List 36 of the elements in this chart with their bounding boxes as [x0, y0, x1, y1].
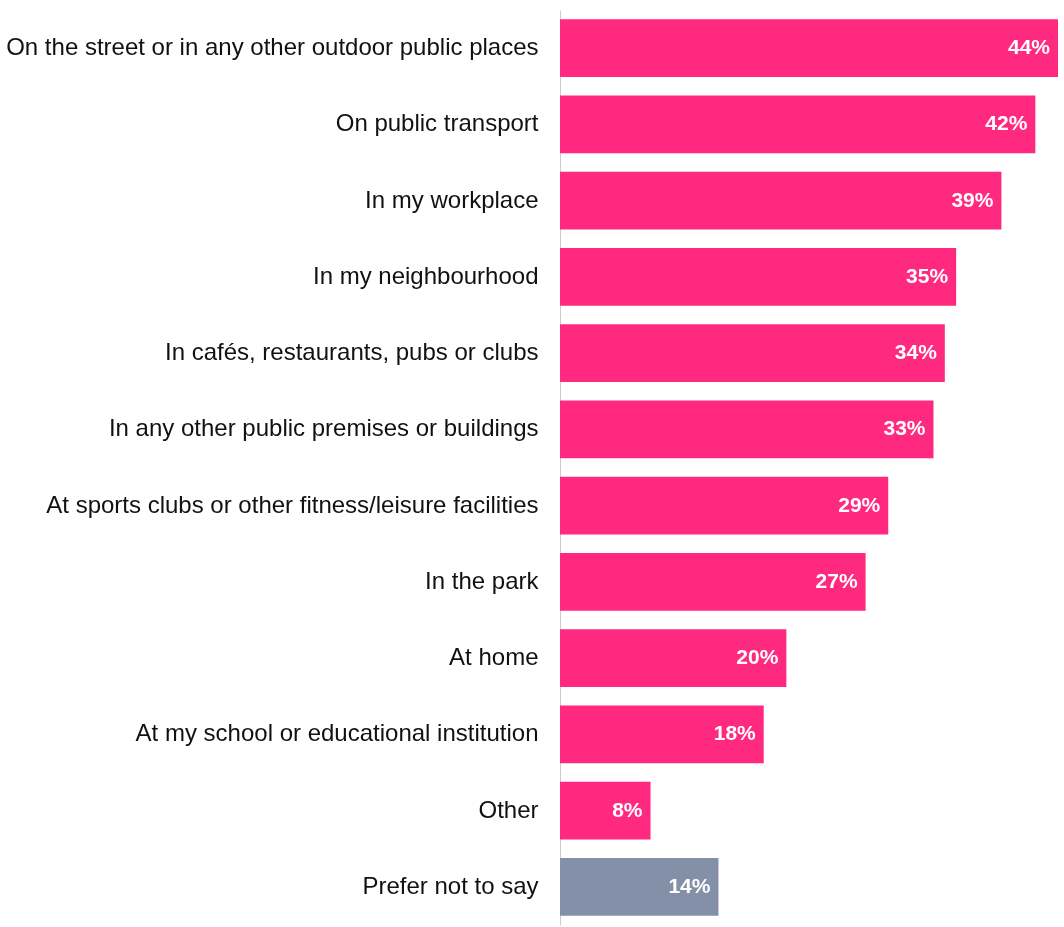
bar: [560, 95, 1036, 154]
data-label: 33%: [883, 416, 926, 440]
bar: [560, 247, 957, 306]
bar: [560, 476, 889, 535]
data-label: 14%: [668, 873, 711, 897]
y-tick-label: In my workplace: [365, 185, 539, 213]
data-label: 8%: [612, 797, 643, 821]
y-tick-label: Prefer not to say: [362, 871, 539, 899]
data-label: 34%: [894, 340, 938, 364]
y-tick-label: At sports clubs or other fitness/leisure facilities: [46, 490, 539, 518]
y-tick-label: At my school or educational institution: [135, 719, 539, 747]
data-label: 35%: [906, 263, 949, 287]
bar: [560, 552, 866, 611]
y-tick-label: On the street or in any other outdoor public places: [6, 33, 539, 61]
bar: [560, 19, 1058, 78]
bar: [560, 324, 945, 383]
bar: [560, 629, 787, 688]
data-label: 18%: [713, 721, 757, 745]
data-label: 27%: [815, 568, 858, 592]
y-tick-label: In my neighbourhood: [313, 261, 539, 289]
y-tick-label: In any other public premises or buildings: [108, 414, 539, 442]
data-label: 42%: [985, 111, 1028, 135]
y-tick-label: Other: [478, 795, 539, 823]
y-tick-label: In the park: [425, 566, 540, 594]
y-tick-label: In cafés, restaurants, pubs or clubs: [164, 338, 539, 366]
bar: [560, 705, 764, 764]
y-tick-label: On public transport: [335, 109, 539, 137]
y-tick-label: At home: [449, 643, 539, 671]
data-label: 44%: [1007, 35, 1051, 59]
bar: [560, 857, 719, 916]
data-label: 20%: [736, 645, 779, 669]
bar: [560, 781, 651, 840]
bar: [560, 400, 934, 459]
data-label: 29%: [838, 492, 881, 516]
bar: [560, 171, 1002, 230]
data-label: 39%: [951, 187, 994, 211]
